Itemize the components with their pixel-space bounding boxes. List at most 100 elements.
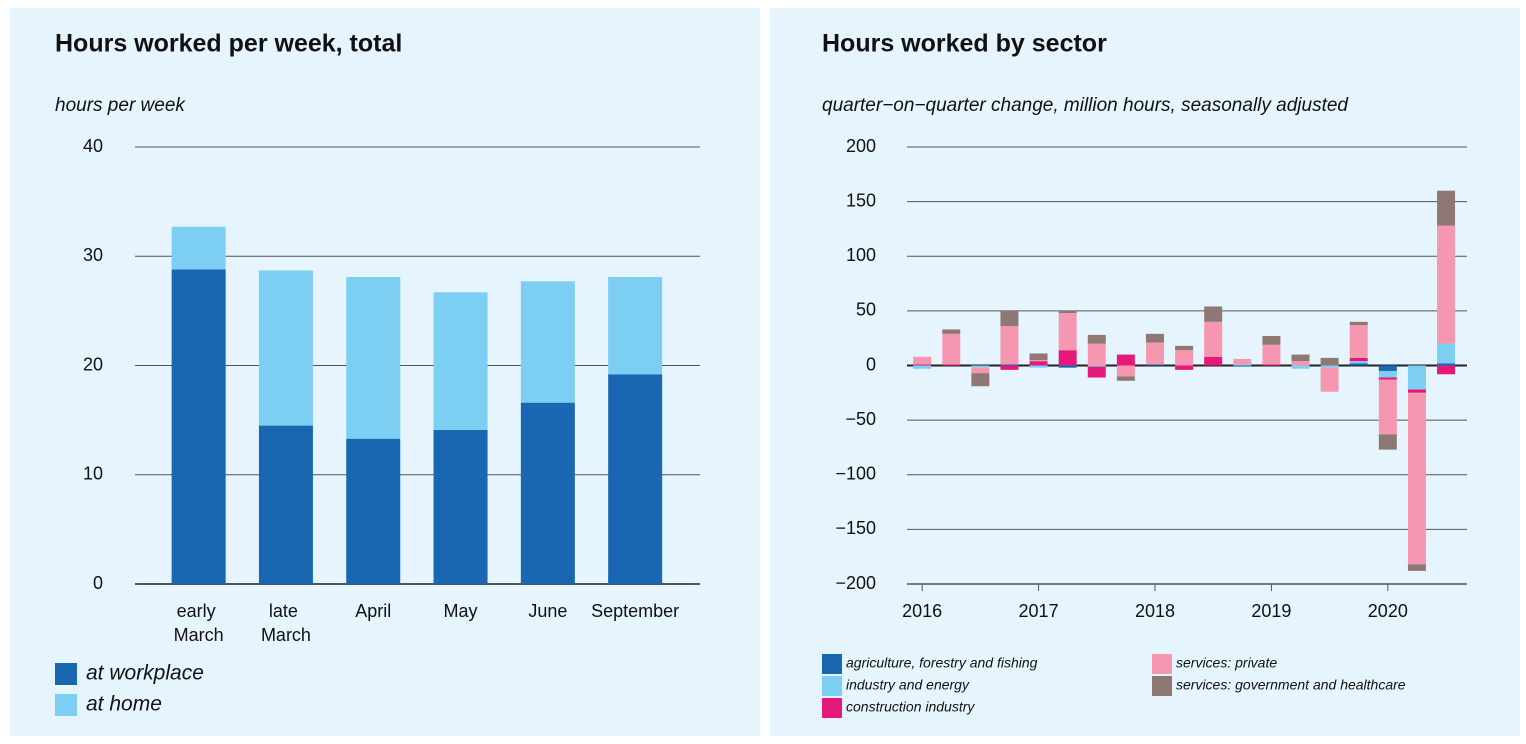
chart-title: Hours worked per week, total — [55, 30, 402, 58]
bar — [1262, 344, 1281, 365]
y-tick-label: −150 — [835, 518, 876, 538]
legend-label: at home — [86, 693, 162, 716]
chart-subtitle: hours per week — [55, 95, 186, 116]
bar — [1204, 356, 1223, 366]
bar — [258, 270, 313, 426]
bar — [1175, 365, 1194, 370]
bar — [171, 226, 226, 270]
bar — [171, 269, 226, 584]
bar — [1145, 342, 1164, 365]
bar — [1262, 336, 1281, 345]
bar — [1145, 333, 1164, 343]
legend-label: at workplace — [86, 662, 204, 685]
bar — [1029, 353, 1048, 361]
bar — [1029, 360, 1048, 362]
bar — [1437, 363, 1456, 366]
bar — [1087, 365, 1106, 367]
bar — [1437, 190, 1456, 226]
x-tick-label: 2019 — [1251, 601, 1291, 621]
bar — [1233, 358, 1252, 365]
y-tick-label: −50 — [845, 409, 876, 429]
bar — [1029, 365, 1048, 368]
bar — [1407, 389, 1426, 393]
bar — [1378, 370, 1397, 378]
legend-label: services: private — [1176, 655, 1277, 671]
bar — [1058, 313, 1077, 351]
bar — [1116, 376, 1135, 381]
y-tick-label: 10 — [83, 464, 103, 484]
bar — [1407, 365, 1426, 390]
x-tick-label: early March — [174, 601, 224, 645]
bar — [1087, 366, 1106, 378]
bar — [520, 281, 575, 403]
legend-label: agriculture, forestry and fishing — [846, 655, 1038, 671]
bar — [1000, 326, 1019, 365]
bar — [913, 364, 932, 366]
bar — [1058, 310, 1077, 314]
bar — [346, 438, 401, 584]
bar — [942, 364, 961, 366]
bar — [1320, 357, 1339, 366]
bar — [1378, 434, 1397, 450]
bar — [608, 277, 663, 375]
bar — [913, 365, 932, 369]
chart-title: Hours worked by sector — [822, 30, 1107, 58]
bar — [1175, 350, 1194, 366]
bar — [258, 425, 313, 584]
x-tick-label: May — [444, 601, 478, 621]
bar — [1349, 361, 1368, 364]
bar — [971, 365, 990, 368]
y-tick-label: 40 — [83, 136, 103, 156]
bar — [433, 429, 488, 584]
y-tick-label: 50 — [856, 300, 876, 320]
legend-swatch — [822, 698, 842, 718]
bar — [1029, 361, 1048, 366]
bar — [1378, 377, 1397, 380]
y-tick-label: 20 — [83, 354, 103, 374]
legend-swatch — [822, 654, 842, 674]
bar — [1116, 354, 1135, 366]
x-tick-label: 2020 — [1368, 601, 1408, 621]
bar — [1291, 361, 1310, 366]
bar — [520, 402, 575, 584]
bar — [971, 367, 990, 374]
bar — [1175, 345, 1194, 351]
bar — [1087, 334, 1106, 344]
x-tick-label: 2017 — [1019, 601, 1059, 621]
bar — [1437, 343, 1456, 364]
bar — [1291, 365, 1310, 369]
bar — [1407, 392, 1426, 565]
bar — [942, 329, 961, 334]
legend-label: industry and energy — [846, 677, 970, 693]
bar — [1407, 564, 1426, 571]
legend-swatch — [1152, 654, 1172, 674]
y-tick-label: 0 — [866, 354, 876, 374]
bars — [913, 190, 1456, 571]
bar — [1291, 354, 1310, 362]
legend-label: services: government and healthcare — [1176, 677, 1406, 693]
legend-swatch — [55, 694, 77, 716]
bar — [1378, 379, 1397, 435]
bar — [1349, 357, 1368, 362]
bar — [1000, 364, 1019, 366]
bar — [1204, 306, 1223, 322]
y-tick-label: −100 — [835, 464, 876, 484]
bar — [913, 356, 932, 365]
bar — [1058, 365, 1077, 368]
bar — [1437, 225, 1456, 344]
bar — [1262, 364, 1281, 366]
bar — [1320, 365, 1339, 368]
bar — [1058, 350, 1077, 366]
bar — [1349, 321, 1368, 326]
bar — [1116, 365, 1135, 377]
bar — [608, 374, 663, 584]
bar — [1378, 365, 1397, 371]
x-tick-label: 2018 — [1135, 601, 1175, 621]
bar — [346, 277, 401, 439]
x-tick-label: 2016 — [902, 601, 942, 621]
y-tick-label: −200 — [835, 573, 876, 593]
y-tick-label: 30 — [83, 245, 103, 265]
bar — [433, 292, 488, 430]
x-tick-label: June — [528, 601, 567, 621]
